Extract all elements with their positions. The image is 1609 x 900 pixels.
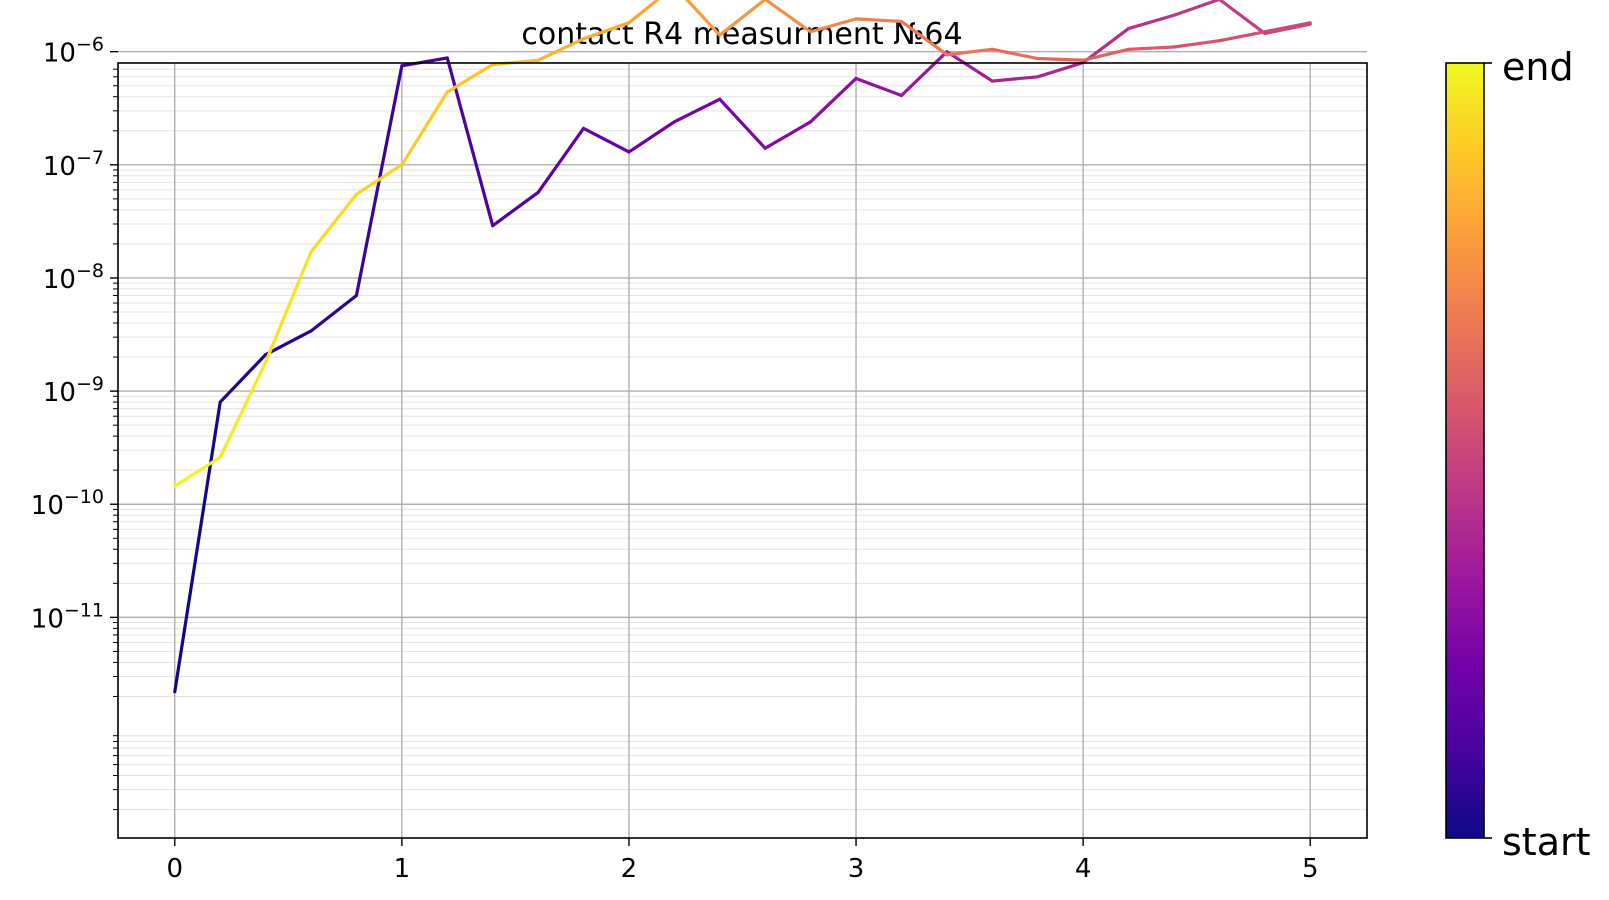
x-tick-label: 3 [848, 854, 865, 884]
series-segment [264, 329, 313, 357]
y-tick-label: 10−9 [43, 373, 104, 408]
y-tick-label: 10−7 [43, 147, 104, 182]
series-segment [536, 37, 586, 62]
y-tick-label-base: 10 [31, 604, 64, 634]
y-tick-label-base: 10 [43, 265, 76, 295]
x-axis: 0 1 2 3 4 5 [166, 838, 1319, 884]
major-gridlines [118, 50, 1367, 838]
colorbar-gradient [1445, 62, 1485, 839]
series-segment [627, 120, 676, 154]
series-segment [1217, 0, 1267, 36]
y-tick-label-exponent: −9 [76, 373, 104, 395]
series-segment [990, 47, 1040, 61]
y-tick-label-exponent: −11 [64, 599, 104, 621]
series-segment [445, 56, 495, 228]
series-segment [899, 50, 949, 98]
series-segment [627, 0, 660, 25]
series-segment [1126, 13, 1176, 31]
series-segment [763, 120, 813, 150]
series-segment [809, 76, 858, 124]
series-segment [1036, 61, 1085, 79]
y-tick-label-exponent: −10 [64, 486, 104, 508]
y-tick-label-base: 10 [43, 39, 76, 69]
series-line-1 [173, 0, 1312, 488]
series-segment [1036, 56, 1085, 62]
y-tick-label-base: 10 [43, 378, 76, 408]
series-segment [718, 0, 767, 37]
series-segment [1126, 45, 1176, 51]
series-segment [173, 400, 222, 694]
series-segment [1172, 39, 1221, 49]
series-segment [1081, 47, 1131, 62]
series-segment [854, 17, 904, 24]
series-segment [218, 353, 268, 404]
x-tick-label: 4 [1075, 854, 1092, 884]
series-segment [445, 62, 495, 94]
series-layer [173, 0, 1312, 694]
x-tick-label: 2 [621, 854, 638, 884]
series-segment [491, 190, 540, 228]
series-segment [945, 50, 994, 83]
y-tick-label: 10−8 [43, 260, 104, 295]
series-segment [309, 293, 359, 333]
series-segment [354, 163, 404, 196]
series-segment [809, 17, 858, 34]
y-tick-label: 10−6 [43, 34, 104, 69]
series-segment [1217, 30, 1267, 43]
series-segment [854, 76, 904, 98]
series-segment [685, 0, 722, 37]
series-segment [899, 19, 949, 57]
series-segment [718, 97, 767, 150]
series-line-0 [173, 0, 1312, 694]
y-tick-label: 10−11 [31, 599, 104, 634]
series-segment [1172, 0, 1221, 17]
series-segment [990, 75, 1040, 83]
series-segment [218, 360, 268, 459]
series-segment [1263, 21, 1312, 34]
series-segment [945, 47, 994, 57]
series-segment [581, 126, 631, 154]
series-segment [581, 21, 631, 41]
y-tick-label-exponent: −8 [76, 260, 104, 282]
y-tick-label: 10−10 [31, 486, 104, 521]
y-tick-label-exponent: −6 [76, 34, 104, 56]
y-tick-label-exponent: −7 [76, 147, 104, 169]
colorbar: end start [1445, 45, 1591, 864]
series-segment [672, 97, 722, 124]
x-tick-label: 5 [1302, 854, 1319, 884]
series-segment [264, 250, 313, 364]
series-segment [400, 90, 449, 167]
y-tick-label-base: 10 [43, 152, 76, 182]
x-tick-label: 0 [166, 854, 183, 884]
x-tick-label: 1 [394, 854, 411, 884]
series-segment [400, 56, 449, 68]
series-segment [309, 192, 359, 254]
series-segment [763, 0, 813, 34]
colorbar-label-start: start [1502, 820, 1591, 864]
series-segment [173, 455, 222, 488]
colorbar-label-end: end [1502, 45, 1574, 89]
minor-gridlines [118, 68, 1367, 811]
y-tick-label-base: 10 [31, 491, 64, 521]
series-segment [536, 126, 586, 195]
